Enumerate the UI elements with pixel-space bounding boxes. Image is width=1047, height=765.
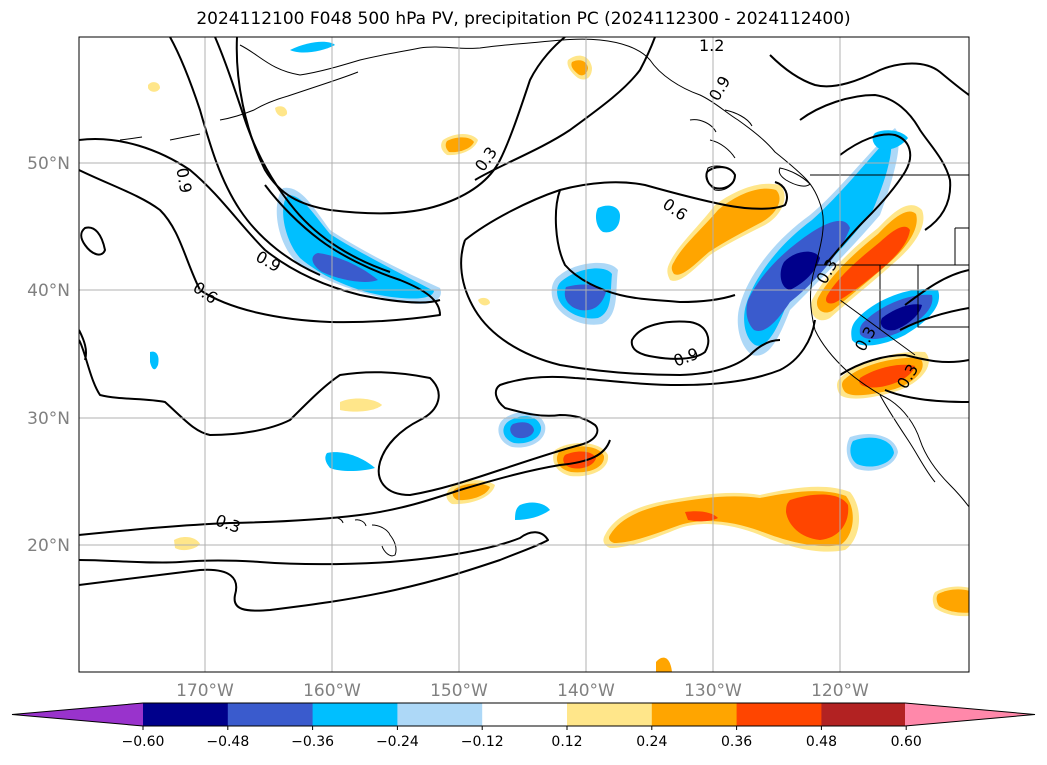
pv-contour-03-main bbox=[79, 169, 441, 324]
pv-contour-09-west bbox=[79, 138, 441, 304]
colorbar-segment bbox=[482, 703, 568, 726]
colorbar-tick-label: 0.24 bbox=[636, 734, 667, 750]
pv-contour-06-east-a bbox=[799, 94, 952, 231]
precip-neg-band-west-2 bbox=[283, 195, 434, 299]
colorbar-extend-min bbox=[12, 703, 143, 726]
coast-baja bbox=[879, 394, 936, 483]
precip-fill-layer bbox=[148, 41, 969, 672]
precip-pos-cell-k bbox=[275, 106, 288, 117]
coast-vancouver-island bbox=[778, 167, 811, 187]
precip-neg-cell-b-2 bbox=[850, 437, 894, 467]
precip-neg-cell-e bbox=[515, 502, 550, 520]
map-frame bbox=[78, 36, 970, 673]
pv-contour-03-south bbox=[79, 439, 611, 536]
coast-canada bbox=[804, 177, 824, 331]
colorbar-tick-label: 0.60 bbox=[891, 734, 922, 750]
graticule bbox=[79, 37, 969, 672]
longitude-labels: 170°W 160°W 150°W 140°W 130°W 120°W bbox=[176, 681, 869, 701]
pv-contour-03-south-2 bbox=[79, 531, 549, 612]
precip-neg-cell-g bbox=[150, 351, 159, 370]
precip-neg-band-west-3 bbox=[312, 253, 378, 283]
pv-contour-west-edge bbox=[79, 226, 106, 361]
precip-neg-cell-d bbox=[595, 205, 620, 233]
pv-contour-ridge-2 bbox=[554, 189, 736, 303]
pv-contour-socal bbox=[839, 354, 969, 403]
precip-pos-cell-e-2 bbox=[571, 60, 588, 76]
pv-contour-06-east-b bbox=[769, 54, 969, 96]
state-borders bbox=[810, 174, 969, 356]
colorbar-extend-max bbox=[905, 703, 1035, 726]
lon-label-150w: 150°W bbox=[430, 681, 488, 701]
precip-pos-socal-3 bbox=[859, 364, 915, 388]
lat-label-40n: 40°N bbox=[27, 281, 70, 301]
colorbar-segment bbox=[227, 703, 314, 726]
lat-label-30n: 30°N bbox=[27, 409, 70, 429]
precip-neg-coast-core bbox=[780, 251, 820, 290]
pv-contour-east-loop bbox=[899, 269, 969, 331]
precip-pos-south-core bbox=[786, 494, 849, 540]
colorbar-tick-label: −0.48 bbox=[206, 734, 249, 750]
colorbar-segment bbox=[736, 703, 822, 726]
precip-pos-cell-j bbox=[478, 297, 490, 306]
colorbar-tick-label: −0.12 bbox=[461, 734, 504, 750]
map-background bbox=[79, 37, 969, 672]
pv-contour-loop-inner bbox=[464, 181, 788, 241]
pv-contour-coast-a bbox=[824, 133, 912, 266]
precip-pos-cell-h bbox=[656, 657, 672, 672]
colorbar-segment bbox=[567, 703, 653, 726]
lon-label-160w: 160°W bbox=[303, 681, 361, 701]
lon-label-120w: 120°W bbox=[811, 681, 869, 701]
lat-label-20n: 20°N bbox=[27, 536, 70, 556]
pv-contour-06-west-2 bbox=[214, 37, 391, 273]
colorbar-tick-label: 0.12 bbox=[551, 734, 582, 750]
precip-neg-cell-f bbox=[290, 41, 335, 53]
pv-contour-09-cutoff bbox=[630, 320, 710, 360]
pv-contour-06-west bbox=[169, 37, 321, 276]
colorbar-segment bbox=[821, 703, 907, 726]
colorbar-tick-label: 0.48 bbox=[806, 734, 837, 750]
colorbar-segment bbox=[312, 703, 398, 726]
colorbar: −0.60 −0.48 −0.36 −0.24 −0.12 0.12 0.24 0.36 0.4… bbox=[11, 702, 1036, 750]
colorbar-tick-label: −0.36 bbox=[291, 734, 334, 750]
lon-label-140w: 140°W bbox=[557, 681, 615, 701]
precip-pos-cell-d bbox=[340, 398, 382, 412]
lon-label-130w: 130°W bbox=[684, 681, 742, 701]
precip-pos-cell-b-2 bbox=[452, 483, 490, 501]
precip-neg-cell-a-3 bbox=[510, 422, 534, 439]
colorbar-segment bbox=[651, 703, 738, 726]
precip-pos-cell-g bbox=[174, 536, 200, 551]
precip-pos-south-core-b bbox=[685, 511, 718, 522]
precip-pos-ne-band-2 bbox=[671, 188, 780, 275]
precip-neg-ca-core bbox=[880, 304, 922, 331]
map-title: 2024112100 F048 500 hPa PV, precipitatio… bbox=[196, 9, 851, 29]
precip-pos-cell-i bbox=[148, 82, 160, 92]
latitude-labels: 50°N 40°N 30°N 20°N bbox=[27, 154, 70, 556]
precip-pos-cell-c-2 bbox=[445, 137, 474, 153]
lat-label-50n: 50°N bbox=[27, 154, 70, 174]
colorbar-tick-label: −0.60 bbox=[122, 734, 165, 750]
contour-label: 0.9 bbox=[172, 166, 195, 194]
pv-contour-loop-outer bbox=[235, 37, 566, 215]
lon-label-170w: 170°W bbox=[176, 681, 234, 701]
contour-label: 1.2 bbox=[699, 36, 724, 55]
coast-alaska bbox=[239, 38, 806, 179]
pv-contour-ridge bbox=[460, 239, 781, 376]
pv-contour-small-loop bbox=[705, 166, 736, 190]
colorbar-tick-label: 0.36 bbox=[721, 734, 752, 750]
colorbar-tick-label: −0.24 bbox=[376, 734, 419, 750]
pv-contour-03-north bbox=[474, 37, 656, 181]
precip-pos-cell-f-2 bbox=[936, 589, 969, 613]
colorbar-segment bbox=[397, 703, 483, 726]
precip-neg-cell-mid-3 bbox=[564, 284, 606, 311]
precip-neg-cell-c bbox=[325, 452, 375, 471]
colorbar-segment bbox=[143, 703, 229, 726]
